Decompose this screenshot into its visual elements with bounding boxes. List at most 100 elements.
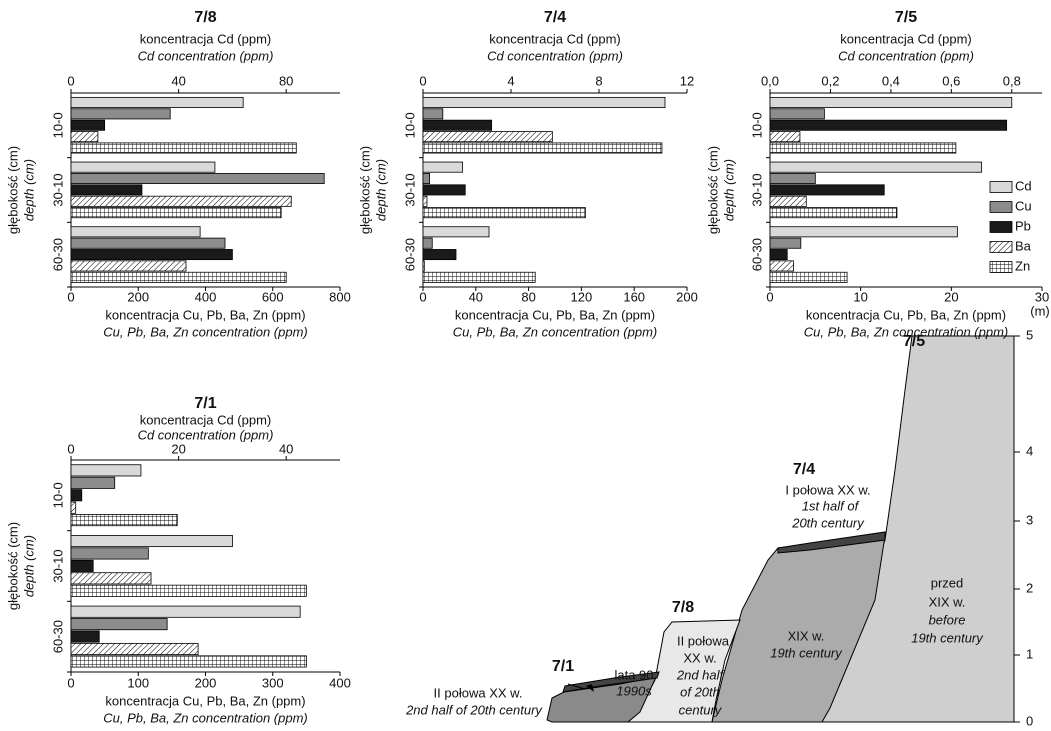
y-tick-label: 30-10: [50, 173, 65, 206]
y-label-en: depth (cm): [721, 159, 736, 221]
x2-label: koncentracja Cd (ppm): [140, 412, 272, 427]
bar: [70, 618, 168, 631]
x-label-en: Cu, Pb, Ba, Zn concentration (ppm): [103, 710, 307, 725]
bar: [70, 249, 233, 261]
bar: [422, 249, 457, 261]
bar: [422, 271, 536, 283]
annotation: 20th century: [791, 515, 865, 530]
annotation: przed: [931, 575, 964, 590]
legend-swatch: [989, 201, 1013, 213]
x-tick-label: 800: [329, 289, 351, 304]
bar: [769, 184, 885, 196]
y-tick-label: 10-0: [50, 482, 65, 508]
y-tick-label: 30-10: [402, 173, 417, 206]
m-tick-label: 1: [1026, 646, 1033, 661]
x2-tick-label: 0,6: [942, 73, 960, 88]
bar: [70, 584, 307, 597]
x2-tick-label: 80: [279, 73, 293, 88]
x-label-en: Cu, Pb, Ba, Zn concentration (ppm): [103, 324, 307, 339]
x-label-en: Cu, Pb, Ba, Zn concentration (ppm): [804, 324, 1008, 339]
x-tick-label: 80: [521, 289, 535, 304]
bar: [70, 131, 99, 143]
bar: [769, 237, 802, 249]
bar: [70, 142, 297, 154]
bar: [769, 260, 794, 272]
bar: [70, 547, 149, 560]
bar: [422, 142, 663, 154]
bar: [70, 642, 199, 656]
x2-tick-label: 0,0: [761, 73, 779, 88]
pointer: [567, 683, 586, 690]
bar: [769, 271, 848, 283]
y-label: głębokość (cm): [357, 146, 372, 234]
x-tick-label: 200: [676, 289, 698, 304]
layer-7-1: [562, 671, 660, 693]
bar: [769, 131, 801, 143]
legend-label: Cu: [1015, 198, 1032, 213]
bar: [70, 572, 152, 585]
x2-label: koncentracja Cd (ppm): [840, 31, 972, 46]
chart-title: 7/4: [544, 9, 566, 26]
bar: [769, 249, 788, 261]
annotation: 1990s: [616, 683, 652, 698]
bar: [422, 237, 433, 249]
bar: [769, 161, 982, 173]
bar: [70, 260, 187, 272]
x2-tick-label: 40: [279, 441, 293, 456]
chart-title: 7/1: [194, 395, 216, 412]
bar: [769, 119, 1008, 131]
y-label-en: depth (cm): [373, 159, 388, 221]
y-tick-label: 60-30: [50, 238, 65, 271]
x2-tick-label: 0,8: [1003, 73, 1021, 88]
layer-7-4: [777, 531, 886, 554]
x2-tick-label: 12: [680, 73, 694, 88]
bar: [70, 271, 287, 283]
bar: [422, 260, 425, 272]
bar: [422, 119, 493, 131]
y-tick-label: 60-30: [749, 238, 764, 271]
bar: [70, 226, 201, 238]
x-tick-label: 0: [419, 289, 426, 304]
section-title: 7/1: [552, 658, 574, 675]
bar: [70, 237, 226, 249]
legend-label: Pb: [1015, 218, 1031, 233]
bar: [70, 605, 301, 618]
annotation: XIX w.: [788, 628, 825, 643]
x2-tick-label: 0,2: [821, 73, 839, 88]
annotation: I połowa XX w.: [785, 482, 870, 497]
x-label: koncentracja Cu, Pb, Ba, Zn (ppm): [455, 307, 655, 322]
x2-tick-label: 20: [171, 441, 185, 456]
bar: [70, 514, 178, 527]
annotation: 2nd half of 20th century: [405, 702, 543, 717]
x-tick-label: 160: [623, 289, 645, 304]
y-tick-label: 30-10: [50, 549, 65, 582]
x-tick-label: 400: [329, 675, 351, 690]
bar: [70, 119, 106, 131]
x-label-en: Cu, Pb, Ba, Zn concentration (ppm): [453, 324, 657, 339]
y-label: głębokość (cm): [5, 522, 20, 610]
x2-tick-label: 0: [67, 73, 74, 88]
m-tick-label: 4: [1026, 443, 1033, 458]
x-tick-label: 200: [127, 289, 149, 304]
legend-label: Ba: [1015, 238, 1032, 253]
y-tick-label: 30-10: [749, 173, 764, 206]
x-tick-label: 200: [195, 675, 217, 690]
pointer-head: [586, 684, 594, 692]
annotation: 1st half of: [802, 498, 860, 513]
x2-tick-label: 8: [595, 73, 602, 88]
bar: [422, 108, 444, 120]
m-tick-label: 3: [1026, 512, 1033, 527]
x-tick-label: 40: [469, 289, 483, 304]
section-title: 7/5: [903, 333, 925, 350]
annotation: 19th century: [770, 645, 843, 660]
bar: [70, 464, 142, 477]
x2-tick-label: 0: [67, 441, 74, 456]
x-tick-label: 100: [127, 675, 149, 690]
y-tick-label: 60-30: [402, 238, 417, 271]
bar: [422, 173, 430, 185]
legend-label: Zn: [1015, 258, 1030, 273]
bar: [70, 559, 94, 572]
x2-label: koncentracja Cd (ppm): [489, 31, 621, 46]
m-unit: (m): [1030, 303, 1050, 318]
bar: [70, 108, 171, 120]
